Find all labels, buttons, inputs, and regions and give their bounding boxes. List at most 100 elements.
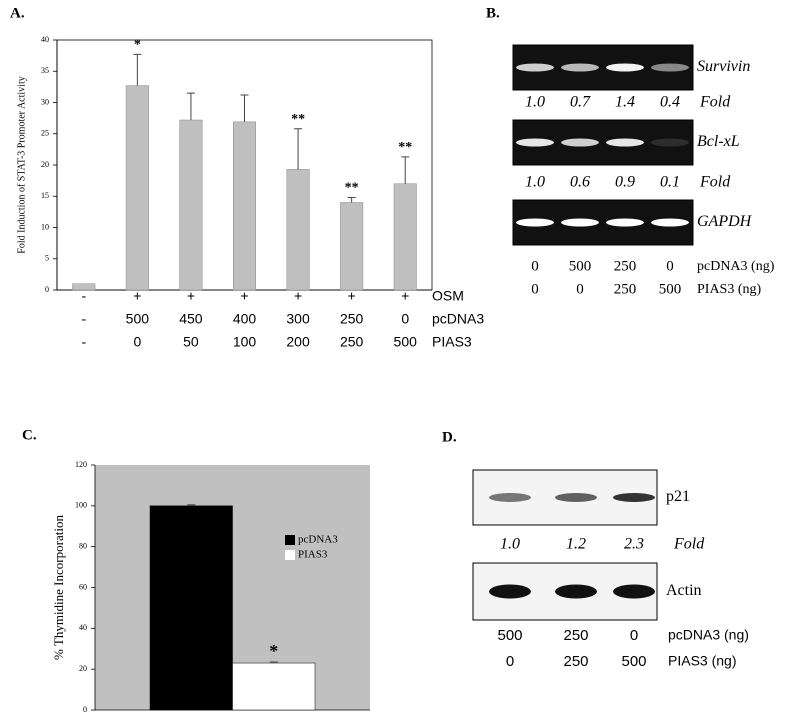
y-tick-label: 35 — [41, 66, 49, 75]
amount-value: 250 — [614, 281, 637, 297]
amount-label: pcDNA3 (ng) — [697, 259, 775, 274]
treatment-value: 500 — [126, 311, 150, 327]
panel-label: A. — [10, 5, 25, 21]
gel-band — [561, 63, 599, 72]
treatment-value: + — [133, 288, 141, 304]
treatment-value: 300 — [286, 311, 310, 327]
gel-band — [651, 138, 689, 147]
bar — [72, 283, 96, 291]
y-axis-label: % Thymidine Incorporation — [51, 515, 66, 660]
gel-band — [489, 584, 531, 599]
amount-value: 500 — [659, 281, 682, 297]
gel-band — [516, 138, 554, 147]
gel-band — [555, 493, 597, 502]
fold-value: 1.0 — [525, 94, 545, 111]
treatment-value: 250 — [340, 311, 364, 327]
y-tick-label: 10 — [41, 222, 49, 231]
amount-value: 500 — [497, 627, 522, 644]
gel-band — [555, 584, 597, 599]
treatment-label: OSM — [432, 288, 464, 304]
amount-value: 500 — [621, 653, 646, 670]
fold-value: 0.4 — [660, 94, 680, 111]
gene-name: Bcl-xL — [697, 133, 740, 150]
amount-value: 250 — [563, 627, 588, 644]
significance-label: ** — [345, 181, 359, 196]
legend-label: PIAS3 — [298, 549, 328, 561]
y-tick-label: 15 — [41, 191, 49, 200]
legend-label: pcDNA3 — [298, 534, 338, 546]
y-tick-label: 0 — [83, 705, 87, 714]
fold-label: Fold — [673, 536, 705, 553]
y-tick-label: 40 — [79, 623, 87, 632]
legend-swatch — [285, 550, 295, 560]
treatment-value: 400 — [233, 311, 257, 327]
treatment-value: - — [81, 334, 86, 350]
gel-band — [651, 218, 689, 227]
treatment-label: pcDNA3 — [432, 311, 484, 327]
amount-value: 0 — [630, 627, 638, 644]
treatment-value: 450 — [179, 311, 203, 327]
fold-value: 1.4 — [615, 94, 635, 111]
y-tick-label: 80 — [79, 541, 87, 550]
y-tick-label: 0 — [45, 285, 49, 294]
treatment-value: 250 — [340, 334, 364, 350]
fold-label: Fold — [699, 174, 731, 191]
fold-value: 0.6 — [570, 174, 590, 191]
gel-band — [613, 584, 655, 599]
treatment-value: + — [401, 288, 409, 304]
treatment-value: 100 — [233, 334, 257, 350]
treatment-value: - — [81, 311, 86, 327]
gel-band — [651, 63, 689, 72]
gel-band — [516, 63, 554, 72]
bar — [125, 85, 149, 291]
legend-swatch — [285, 535, 295, 545]
bar — [233, 121, 256, 291]
treatment-label: PIAS3 — [432, 334, 472, 350]
fold-value: 2.3 — [624, 536, 644, 553]
amount-value: 0 — [576, 281, 584, 297]
y-tick-label: 120 — [75, 460, 87, 469]
y-tick-label: 20 — [79, 664, 87, 673]
bar — [149, 505, 233, 711]
fold-value: 1.0 — [500, 536, 520, 553]
treatment-value: 0 — [401, 311, 409, 327]
fold-value: 0.1 — [660, 174, 680, 191]
amount-value: 0 — [506, 653, 514, 670]
y-axis-label: Fold Induction of STAT-3 Promoter Activi… — [16, 76, 27, 253]
treatment-value: + — [348, 288, 356, 304]
significance-label: ** — [291, 112, 305, 127]
treatment-value: 500 — [394, 334, 418, 350]
gene-name: GAPDH — [697, 213, 753, 230]
amount-value: 0 — [531, 281, 539, 297]
y-tick-label: 100 — [75, 501, 87, 510]
treatment-value: + — [294, 288, 302, 304]
y-tick-label: 5 — [45, 254, 49, 263]
treatment-value: 0 — [133, 334, 141, 350]
treatment-value: + — [187, 288, 195, 304]
amount-label: pcDNA3 (ng) — [668, 627, 749, 643]
amount-value: 250 — [614, 258, 637, 274]
gel-band — [613, 493, 655, 502]
bar — [179, 119, 203, 291]
y-tick-label: 20 — [41, 160, 49, 169]
bar — [232, 662, 316, 711]
treatment-value: 200 — [286, 334, 310, 350]
amount-value: 0 — [531, 258, 539, 274]
amount-label: PIAS3 (ng) — [668, 653, 736, 669]
amount-value: 500 — [569, 258, 592, 274]
significance-label: * — [269, 641, 278, 661]
amount-value: 250 — [563, 653, 588, 670]
y-tick-label: 25 — [41, 129, 49, 138]
gel-band — [561, 218, 599, 227]
amount-label: PIAS3 (ng) — [697, 282, 762, 297]
treatment-value: + — [240, 288, 248, 304]
amount-value: 0 — [666, 258, 674, 274]
y-tick-label: 60 — [79, 582, 87, 591]
y-tick-label: 40 — [41, 35, 49, 44]
fold-value: 0.7 — [570, 94, 591, 111]
gene-name: p21 — [666, 488, 690, 505]
gel-band — [516, 218, 554, 227]
bar — [393, 183, 417, 291]
fold-value: 1.0 — [525, 174, 545, 191]
